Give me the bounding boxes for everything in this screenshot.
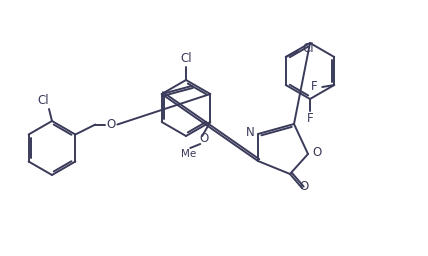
Text: O: O: [199, 133, 209, 145]
Text: N: N: [246, 126, 254, 140]
Text: Cl: Cl: [302, 41, 314, 55]
Text: Cl: Cl: [180, 52, 192, 66]
Text: O: O: [312, 146, 321, 159]
Text: O: O: [299, 179, 309, 193]
Text: Me: Me: [181, 149, 196, 159]
Text: O: O: [107, 118, 116, 131]
Text: Cl: Cl: [37, 94, 49, 108]
Text: F: F: [311, 80, 318, 93]
Text: F: F: [307, 112, 313, 125]
